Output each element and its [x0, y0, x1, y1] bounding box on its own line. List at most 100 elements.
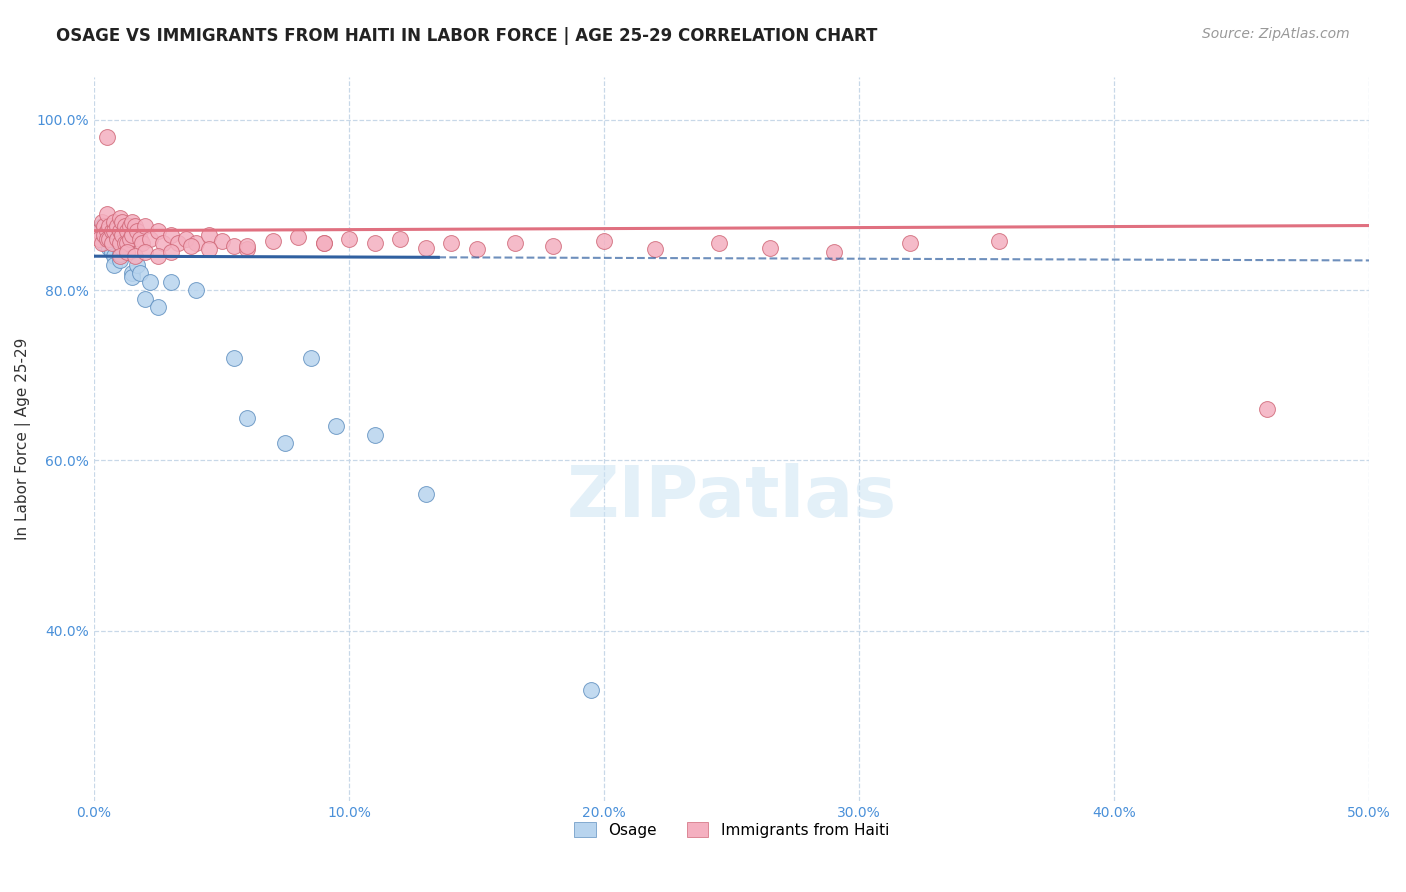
Point: [89, 224, 111, 238]
Point: [152, 236, 174, 251]
Point: [108, 249, 131, 263]
Point: [115, 236, 138, 251]
Point: [159, 244, 181, 259]
Point: [103, 258, 125, 272]
Point: [111, 215, 134, 229]
Y-axis label: In Labor Force | Age 25-29: In Labor Force | Age 25-29: [15, 338, 31, 541]
Point: [105, 219, 128, 234]
Point: [101, 224, 124, 238]
Point: [593, 234, 616, 248]
Point: [236, 243, 259, 257]
Point: [105, 232, 128, 246]
Point: [101, 244, 124, 259]
Point: [823, 244, 845, 259]
Legend: Osage, Immigrants from Haiti: Osage, Immigrants from Haiti: [568, 815, 896, 844]
Point: [111, 227, 134, 242]
Point: [184, 283, 207, 297]
Point: [105, 234, 128, 248]
Point: [134, 244, 156, 259]
Point: [312, 236, 335, 251]
Point: [103, 249, 125, 263]
Point: [98, 234, 121, 248]
Point: [115, 236, 138, 251]
Point: [115, 224, 138, 238]
Point: [90, 215, 112, 229]
Point: [101, 236, 124, 251]
Point: [114, 232, 136, 246]
Point: [118, 219, 141, 234]
Point: [159, 227, 181, 242]
Point: [274, 436, 297, 450]
Point: [146, 300, 169, 314]
Point: [312, 236, 335, 251]
Point: [167, 236, 190, 251]
Point: [90, 236, 112, 251]
Point: [1256, 402, 1278, 417]
Point: [325, 419, 347, 434]
Point: [224, 239, 246, 253]
Point: [111, 241, 134, 255]
Point: [224, 351, 246, 366]
Point: [121, 266, 143, 280]
Point: [134, 219, 156, 234]
Point: [146, 249, 169, 263]
Point: [96, 206, 118, 220]
Point: [236, 410, 259, 425]
Point: [415, 241, 437, 255]
Point: [121, 227, 143, 242]
Point: [89, 232, 111, 246]
Point: [415, 487, 437, 501]
Point: [93, 227, 115, 242]
Point: [503, 236, 526, 251]
Point: [707, 236, 730, 251]
Point: [211, 234, 233, 248]
Point: [121, 270, 143, 285]
Point: [988, 234, 1011, 248]
Point: [299, 351, 322, 366]
Point: [118, 232, 141, 246]
Point: [96, 224, 118, 238]
Point: [129, 232, 152, 246]
Point: [159, 275, 181, 289]
Point: [115, 244, 138, 259]
Point: [108, 247, 131, 261]
Text: ZIPatlas: ZIPatlas: [567, 463, 897, 532]
Point: [131, 236, 153, 251]
Point: [898, 236, 921, 251]
Point: [108, 236, 131, 251]
Point: [121, 215, 143, 229]
Point: [440, 236, 463, 251]
Point: [98, 232, 121, 246]
Point: [236, 239, 259, 253]
Point: [363, 236, 385, 251]
Point: [198, 227, 221, 242]
Point: [101, 230, 124, 244]
Point: [89, 224, 111, 238]
Point: [127, 224, 149, 238]
Point: [96, 227, 118, 242]
Point: [127, 258, 149, 272]
Point: [108, 224, 131, 238]
Point: [114, 236, 136, 251]
Point: [124, 249, 146, 263]
Point: [465, 243, 488, 257]
Point: [96, 130, 118, 145]
Point: [96, 224, 118, 238]
Point: [103, 224, 125, 238]
Point: [139, 232, 162, 246]
Point: [198, 243, 221, 257]
Point: [93, 236, 115, 251]
Text: Source: ZipAtlas.com: Source: ZipAtlas.com: [1202, 27, 1350, 41]
Point: [644, 243, 666, 257]
Point: [581, 683, 603, 698]
Point: [389, 232, 412, 246]
Point: [108, 253, 131, 268]
Point: [180, 239, 202, 253]
Point: [93, 232, 115, 246]
Point: [134, 292, 156, 306]
Point: [103, 215, 125, 229]
Point: [93, 219, 115, 234]
Point: [363, 428, 385, 442]
Point: [129, 266, 152, 280]
Point: [90, 219, 112, 234]
